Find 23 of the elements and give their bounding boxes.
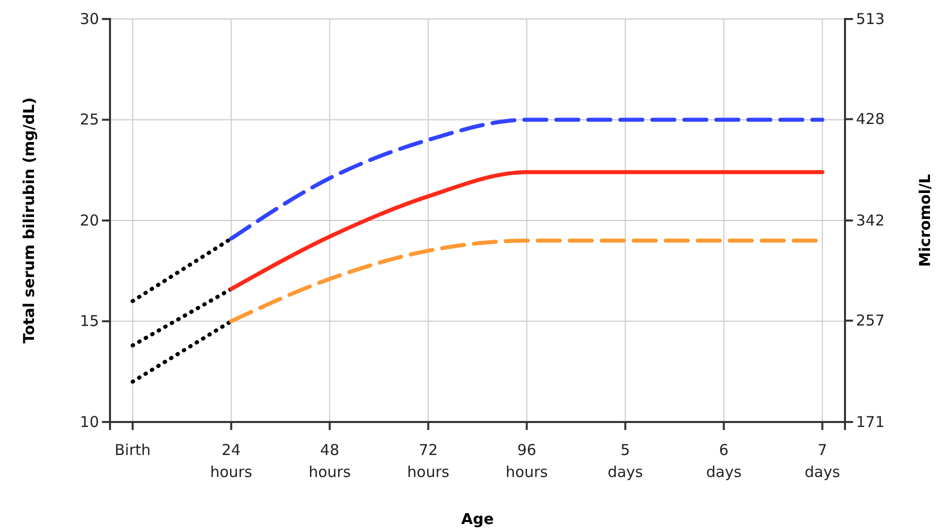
x-tick-label: 7 days [804, 441, 840, 481]
x-tick-label: 5 days [608, 441, 644, 481]
y2-axis-title: Micromol/L [916, 174, 934, 267]
x-tick-label: 24 hours [210, 441, 252, 481]
y2-tick-label: 342 [856, 211, 885, 230]
y-tick-label: 20 [80, 211, 99, 230]
y2-tick-label: 513 [856, 10, 885, 28]
y2-tick-label: 171 [856, 412, 885, 431]
y-tick-label: 25 [80, 110, 99, 129]
y2-tick-label: 428 [856, 110, 885, 128]
x-tick-label: Birth [114, 441, 151, 459]
line-series [229, 170, 824, 292]
line-series [229, 118, 824, 241]
y-axis-title: Total serum bilirubin (mg/dL) [20, 97, 38, 344]
x-axis-title: Age [461, 510, 494, 528]
y-tick-label: 15 [80, 312, 99, 330]
y2-tick-label: 257 [856, 311, 885, 330]
x-tick-label: 48 hours [308, 441, 351, 481]
x-tick-label: 96 hours [506, 441, 548, 481]
y-tick-label: 30 [80, 10, 99, 28]
y-tick-label: 10 [80, 412, 99, 431]
x-tick-label: 72 hours [407, 441, 450, 481]
x-tick-label: 6 days [706, 441, 742, 481]
